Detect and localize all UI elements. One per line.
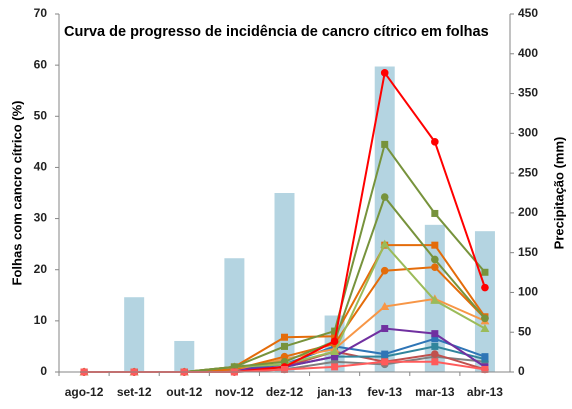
y2-tick-label: 150 bbox=[518, 245, 538, 259]
bar bbox=[224, 258, 245, 372]
marker bbox=[480, 324, 490, 333]
y2-tick-label: 350 bbox=[518, 86, 538, 100]
axes: 0 10 20 30 40 50 60 70 0 50 100 150 200 250 300 350 400 4… bbox=[34, 6, 539, 399]
y2-tick-label: 200 bbox=[518, 205, 538, 219]
x-tick-label: nov-12 bbox=[215, 385, 254, 399]
x-tick-label: dez-12 bbox=[266, 385, 304, 399]
bar bbox=[474, 231, 495, 372]
y2-tick-label: 250 bbox=[518, 165, 538, 179]
y-axis-title: Folhas com cancro cítrico (%) bbox=[9, 101, 24, 286]
y-tick-label: 20 bbox=[34, 262, 48, 276]
marker bbox=[381, 358, 389, 366]
y2-tick-label: 0 bbox=[518, 364, 525, 378]
marker bbox=[331, 363, 339, 371]
y2-tick-label: 400 bbox=[518, 46, 538, 60]
marker bbox=[281, 365, 288, 373]
x-tick-label: mar-13 bbox=[415, 385, 455, 399]
marker bbox=[281, 333, 288, 341]
bar bbox=[174, 340, 195, 372]
marker bbox=[431, 263, 439, 271]
marker bbox=[481, 365, 489, 373]
marker bbox=[431, 350, 439, 358]
y2-tick-label: 50 bbox=[518, 324, 532, 338]
y-tick-label: 60 bbox=[34, 57, 48, 71]
marker bbox=[431, 358, 439, 366]
bar bbox=[374, 66, 395, 373]
marker bbox=[431, 342, 439, 350]
marker bbox=[481, 314, 489, 323]
marker bbox=[430, 295, 440, 304]
y2-tick-label: 100 bbox=[518, 285, 538, 299]
y-tick-label: 10 bbox=[34, 313, 48, 327]
bar-layer bbox=[124, 66, 495, 373]
x-tick-label: jan-13 bbox=[316, 385, 352, 399]
marker bbox=[481, 268, 489, 276]
y-tick-label: 0 bbox=[40, 364, 47, 378]
marker bbox=[381, 140, 389, 148]
marker bbox=[381, 350, 389, 358]
marker bbox=[431, 241, 439, 249]
marker bbox=[331, 353, 339, 361]
x-tick-label: fev-13 bbox=[367, 385, 402, 399]
marker bbox=[481, 283, 489, 292]
bar bbox=[124, 297, 145, 372]
y2-tick-label: 300 bbox=[518, 126, 538, 140]
y-tick-label: 70 bbox=[34, 6, 48, 20]
marker bbox=[330, 347, 340, 356]
y-tick-label: 30 bbox=[34, 211, 48, 225]
marker bbox=[431, 335, 439, 343]
x-tick-label: abr-13 bbox=[467, 385, 503, 399]
marker bbox=[281, 342, 288, 350]
marker bbox=[481, 353, 489, 361]
marker bbox=[380, 302, 390, 311]
x-tick-label: out-12 bbox=[166, 385, 202, 399]
y2-axis-title: Precipitação (mm) bbox=[551, 137, 566, 250]
marker bbox=[330, 337, 339, 346]
marker bbox=[331, 327, 339, 335]
chart-title: Curva de progresso de incidência de canc… bbox=[64, 24, 489, 40]
y2-tick-label: 450 bbox=[518, 6, 538, 20]
y-tick-label: 40 bbox=[34, 160, 48, 174]
y-tick-label: 50 bbox=[34, 108, 48, 122]
marker bbox=[230, 363, 238, 371]
marker bbox=[380, 266, 389, 275]
title-box bbox=[60, 20, 506, 44]
x-tick-label: ago-12 bbox=[65, 385, 104, 399]
marker bbox=[381, 325, 389, 333]
x-tick-label: set-12 bbox=[117, 385, 152, 399]
marker bbox=[431, 138, 439, 146]
bar bbox=[274, 193, 295, 372]
marker bbox=[380, 239, 390, 248]
marker bbox=[431, 255, 439, 264]
marker bbox=[431, 209, 439, 217]
marker bbox=[380, 69, 389, 77]
marker bbox=[380, 193, 389, 201]
marker bbox=[431, 330, 439, 338]
